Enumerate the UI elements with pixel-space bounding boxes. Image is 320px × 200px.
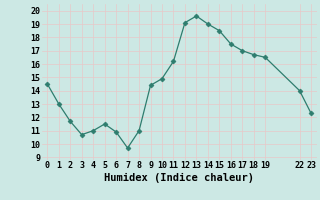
- X-axis label: Humidex (Indice chaleur): Humidex (Indice chaleur): [104, 173, 254, 183]
